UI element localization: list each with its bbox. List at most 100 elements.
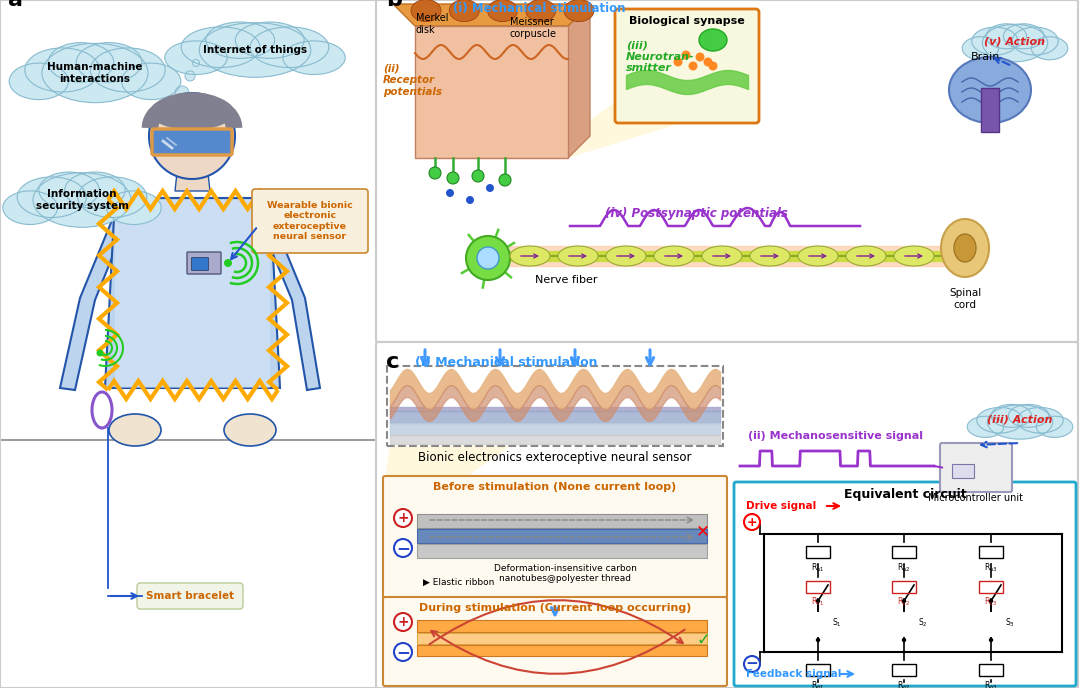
- Text: +: +: [397, 511, 409, 525]
- FancyBboxPatch shape: [0, 0, 377, 688]
- Ellipse shape: [606, 246, 646, 266]
- FancyBboxPatch shape: [734, 482, 1076, 686]
- Ellipse shape: [42, 43, 148, 103]
- Circle shape: [744, 514, 760, 530]
- Bar: [978, 546, 1003, 558]
- Text: ▶ Elastic ribbon: ▶ Elastic ribbon: [423, 578, 495, 587]
- Ellipse shape: [558, 246, 598, 266]
- Ellipse shape: [986, 24, 1026, 49]
- Polygon shape: [538, 100, 756, 158]
- Text: ✕: ✕: [697, 522, 710, 540]
- Text: During stimulation (Current loop occurring): During stimulation (Current loop occurri…: [419, 603, 691, 613]
- Ellipse shape: [941, 219, 989, 277]
- Ellipse shape: [122, 63, 180, 100]
- Circle shape: [499, 174, 511, 186]
- Ellipse shape: [77, 43, 141, 82]
- Ellipse shape: [165, 41, 227, 74]
- Bar: [417, 620, 707, 632]
- Ellipse shape: [798, 246, 838, 266]
- FancyBboxPatch shape: [137, 583, 243, 609]
- Ellipse shape: [991, 405, 1031, 427]
- Ellipse shape: [972, 27, 1017, 55]
- Ellipse shape: [17, 177, 86, 217]
- Ellipse shape: [199, 23, 311, 77]
- Circle shape: [394, 643, 411, 661]
- Circle shape: [815, 638, 820, 642]
- Text: R$_{b1}$: R$_{b1}$: [811, 679, 825, 688]
- FancyBboxPatch shape: [252, 189, 368, 253]
- Bar: [981, 88, 999, 132]
- Text: R$_{b3}$: R$_{b3}$: [984, 679, 998, 688]
- Ellipse shape: [25, 48, 99, 92]
- FancyBboxPatch shape: [615, 9, 759, 123]
- Text: +: +: [397, 615, 409, 629]
- Ellipse shape: [1037, 416, 1072, 438]
- Ellipse shape: [1017, 407, 1063, 433]
- Ellipse shape: [654, 246, 694, 266]
- Ellipse shape: [150, 94, 234, 130]
- Ellipse shape: [109, 414, 161, 446]
- Text: c: c: [386, 352, 400, 372]
- Ellipse shape: [283, 41, 346, 74]
- Text: (v) Action: (v) Action: [985, 36, 1045, 46]
- Circle shape: [486, 184, 494, 192]
- Bar: [806, 546, 831, 558]
- Text: Microcontroller unit: Microcontroller unit: [929, 493, 1024, 503]
- Ellipse shape: [954, 234, 976, 262]
- Polygon shape: [384, 446, 510, 478]
- Text: Wearable bionic
electronic
exteroceptive
neural sensor: Wearable bionic electronic exteroceptive…: [267, 201, 353, 241]
- Text: R$_{u1}$: R$_{u1}$: [811, 561, 825, 574]
- Bar: [806, 581, 831, 593]
- Ellipse shape: [526, 0, 556, 21]
- FancyBboxPatch shape: [940, 443, 1012, 492]
- Bar: [417, 514, 707, 528]
- Text: Human-machine
interactions: Human-machine interactions: [48, 62, 143, 84]
- Polygon shape: [393, 4, 590, 26]
- Text: a: a: [8, 0, 23, 10]
- Ellipse shape: [107, 191, 161, 224]
- Text: Merkel
disk: Merkel disk: [416, 13, 448, 34]
- Ellipse shape: [91, 48, 165, 92]
- Circle shape: [989, 638, 994, 642]
- Text: Meissner
corpuscle: Meissner corpuscle: [510, 17, 557, 39]
- Ellipse shape: [699, 29, 727, 51]
- Circle shape: [149, 93, 235, 179]
- Polygon shape: [258, 213, 320, 390]
- Polygon shape: [60, 213, 129, 390]
- FancyBboxPatch shape: [383, 476, 727, 598]
- Text: R$_{b2}$: R$_{b2}$: [897, 679, 910, 688]
- Bar: [387, 366, 723, 446]
- Ellipse shape: [3, 191, 57, 224]
- FancyBboxPatch shape: [187, 252, 221, 274]
- Text: R$_{c2}$: R$_{c2}$: [897, 596, 910, 608]
- Text: (iii) Action: (iii) Action: [987, 415, 1053, 425]
- Text: S$_3$: S$_3$: [1005, 616, 1015, 630]
- Text: (i) Mechanical stimulation: (i) Mechanical stimulation: [453, 2, 625, 15]
- Text: −: −: [396, 539, 410, 557]
- Text: R$_{c3}$: R$_{c3}$: [984, 596, 998, 608]
- Polygon shape: [105, 198, 280, 388]
- Ellipse shape: [968, 416, 1003, 438]
- Text: (ii)
Receptor
potentials: (ii) Receptor potentials: [383, 63, 442, 96]
- Ellipse shape: [1012, 27, 1058, 55]
- Text: −: −: [745, 656, 758, 671]
- Text: Feedback signal: Feedback signal: [746, 669, 841, 679]
- Circle shape: [696, 52, 704, 61]
- Ellipse shape: [976, 407, 1023, 433]
- Ellipse shape: [962, 36, 999, 60]
- Bar: [417, 645, 707, 656]
- Polygon shape: [175, 173, 210, 191]
- Text: R$_{u2}$: R$_{u2}$: [897, 561, 910, 574]
- Circle shape: [465, 196, 474, 204]
- Ellipse shape: [983, 24, 1048, 62]
- Ellipse shape: [78, 177, 147, 217]
- Circle shape: [989, 599, 994, 603]
- Circle shape: [447, 172, 459, 184]
- Text: S$_2$: S$_2$: [918, 616, 928, 630]
- Text: Equivalent circuit: Equivalent circuit: [843, 488, 967, 501]
- FancyBboxPatch shape: [376, 342, 1078, 688]
- Circle shape: [224, 259, 232, 267]
- Ellipse shape: [1031, 36, 1068, 60]
- Circle shape: [446, 189, 454, 197]
- Ellipse shape: [702, 246, 742, 266]
